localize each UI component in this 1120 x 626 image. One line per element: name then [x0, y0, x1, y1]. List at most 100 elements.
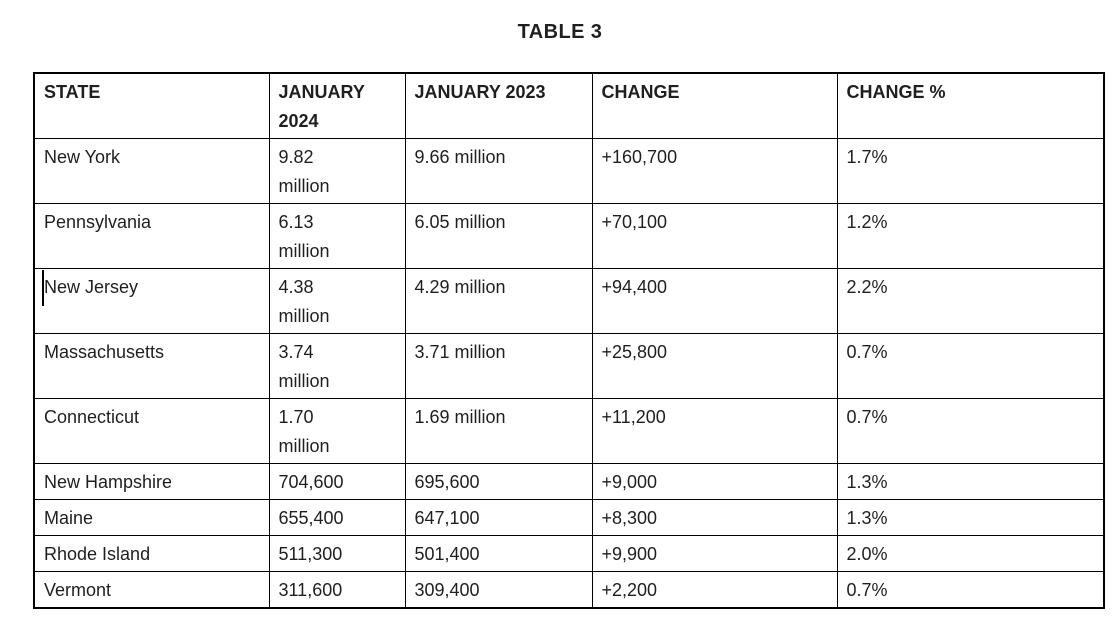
table-row: Vermont 311,600 309,400 +2,200 0.7%: [33, 571, 1105, 609]
cell-change-pct: 1.7%: [836, 138, 1105, 204]
january-2023-value: 695,600: [414, 472, 480, 492]
column-header-label: CHANGE: [601, 82, 680, 102]
state-population-table: STATE JANUARY 2024 JANUARY 2023 CHANGE C…: [33, 72, 1105, 609]
state-name: New Hampshire: [44, 472, 173, 492]
state-name: New York: [44, 147, 121, 167]
cell-state: Massachusetts: [33, 333, 270, 399]
january-2023-value: 9.66 million: [414, 147, 506, 167]
january-2024-value: 3.74 million: [278, 342, 330, 391]
cell-january-2023: 3.71 million: [404, 333, 593, 399]
cell-january-2024: 4.38 million: [268, 268, 406, 334]
cell-state: Pennsylvania: [33, 203, 270, 269]
cell-change: +2,200: [591, 571, 838, 609]
january-2023-value: 6.05 million: [414, 212, 506, 232]
state-name: Connecticut: [44, 407, 140, 427]
state-name: Rhode Island: [44, 544, 151, 564]
cell-january-2023: 309,400: [404, 571, 593, 609]
state-name: Maine: [44, 508, 94, 528]
january-2023-value: 647,100: [414, 508, 480, 528]
state-name: Pennsylvania: [44, 212, 152, 232]
header-row: STATE JANUARY 2024 JANUARY 2023 CHANGE C…: [33, 72, 1105, 139]
table-row: New Hampshire 704,600 695,600 +9,000 1.3…: [33, 463, 1105, 500]
change-value: +9,000: [601, 472, 658, 492]
table-row: Rhode Island 511,300 501,400 +9,900 2.0%: [33, 535, 1105, 572]
cell-change-pct: 1.3%: [836, 463, 1105, 500]
cell-change-pct: 0.7%: [836, 398, 1105, 464]
cell-change-pct: 2.0%: [836, 535, 1105, 572]
january-2023-value: 309,400: [414, 580, 480, 600]
cell-change-pct: 0.7%: [836, 333, 1105, 399]
state-name: Vermont: [44, 580, 112, 600]
january-2023-value: 501,400: [414, 544, 480, 564]
change-value: +25,800: [601, 342, 668, 362]
change-value: +94,400: [601, 277, 668, 297]
cell-state: Vermont: [33, 571, 270, 609]
cell-state: Maine: [33, 499, 270, 536]
table-row: Maine 655,400 647,100 +8,300 1.3%: [33, 499, 1105, 536]
change-value: +11,200: [601, 407, 666, 427]
cell-change-pct: 1.2%: [836, 203, 1105, 269]
column-header-january-2024: JANUARY 2024: [268, 72, 406, 139]
change-pct-value: 2.2%: [846, 277, 888, 297]
cell-january-2023: 501,400: [404, 535, 593, 572]
change-pct-value: 0.7%: [846, 580, 888, 600]
cell-january-2023: 695,600: [404, 463, 593, 500]
change-pct-value: 2.0%: [846, 544, 888, 564]
change-pct-value: 1.3%: [846, 508, 888, 528]
change-pct-value: 1.3%: [846, 472, 888, 492]
cell-january-2024: 3.74 million: [268, 333, 406, 399]
state-name: Massachusetts: [44, 342, 165, 362]
column-header-change: CHANGE: [591, 72, 838, 139]
cell-change: +9,000: [591, 463, 838, 500]
january-2024-value: 1.70 million: [278, 407, 330, 456]
january-2024-value: 704,600: [278, 472, 344, 492]
january-2023-value: 3.71 million: [414, 342, 506, 362]
cell-january-2023: 647,100: [404, 499, 593, 536]
cell-change: +94,400: [591, 268, 838, 334]
cell-change: +160,700: [591, 138, 838, 204]
column-header-label: JANUARY 2023: [414, 82, 546, 102]
column-header-label: STATE: [44, 82, 101, 102]
cell-january-2023: 1.69 million: [404, 398, 593, 464]
cell-january-2024: 704,600: [268, 463, 406, 500]
january-2024-value: 6.13 million: [278, 212, 330, 261]
change-value: +2,200: [601, 580, 658, 600]
column-header-january-2023: JANUARY 2023: [404, 72, 593, 139]
cell-january-2024: 6.13 million: [268, 203, 406, 269]
cell-state: Rhode Island: [33, 535, 270, 572]
table-row: Connecticut 1.70 million 1.69 million +1…: [33, 398, 1105, 464]
cell-state: New Jersey: [33, 268, 270, 334]
cell-change: +8,300: [591, 499, 838, 536]
cell-change-pct: 0.7%: [836, 571, 1105, 609]
change-pct-value: 1.2%: [846, 212, 888, 232]
january-2023-value: 1.69 million: [414, 407, 506, 427]
cell-change: +11,200: [591, 398, 838, 464]
column-header-change-pct: CHANGE %: [836, 72, 1105, 139]
january-2024-value: 655,400: [278, 508, 344, 528]
table-title: TABLE 3: [517, 21, 603, 43]
change-pct-value: 0.7%: [846, 407, 888, 427]
cell-change: +9,900: [591, 535, 838, 572]
table-row: New Jersey 4.38 million 4.29 million +94…: [33, 268, 1105, 334]
cell-january-2024: 311,600: [268, 571, 406, 609]
january-2024-value: 4.38 million: [278, 277, 330, 326]
cell-change-pct: 1.3%: [836, 499, 1105, 536]
cell-change-pct: 2.2%: [836, 268, 1105, 334]
text-cursor: [42, 270, 44, 306]
cell-january-2023: 4.29 million: [404, 268, 593, 334]
january-2023-value: 4.29 million: [414, 277, 506, 297]
change-pct-value: 0.7%: [846, 342, 888, 362]
change-pct-value: 1.7%: [846, 147, 888, 167]
change-value: +160,700: [601, 147, 678, 167]
cell-january-2024: 511,300: [268, 535, 406, 572]
cell-january-2023: 6.05 million: [404, 203, 593, 269]
cell-change: +70,100: [591, 203, 838, 269]
january-2024-value: 511,300: [278, 544, 343, 564]
state-name: New Jersey: [44, 277, 139, 297]
cell-state: New Hampshire: [33, 463, 270, 500]
table-row: New York 9.82 million 9.66 million +160,…: [33, 138, 1105, 204]
cell-state: New York: [33, 138, 270, 204]
january-2024-value: 9.82 million: [278, 147, 330, 196]
column-header-label: CHANGE %: [846, 82, 946, 102]
